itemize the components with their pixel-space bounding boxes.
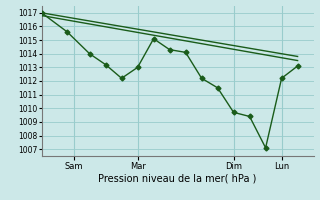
X-axis label: Pression niveau de la mer( hPa ): Pression niveau de la mer( hPa ): [99, 173, 257, 183]
